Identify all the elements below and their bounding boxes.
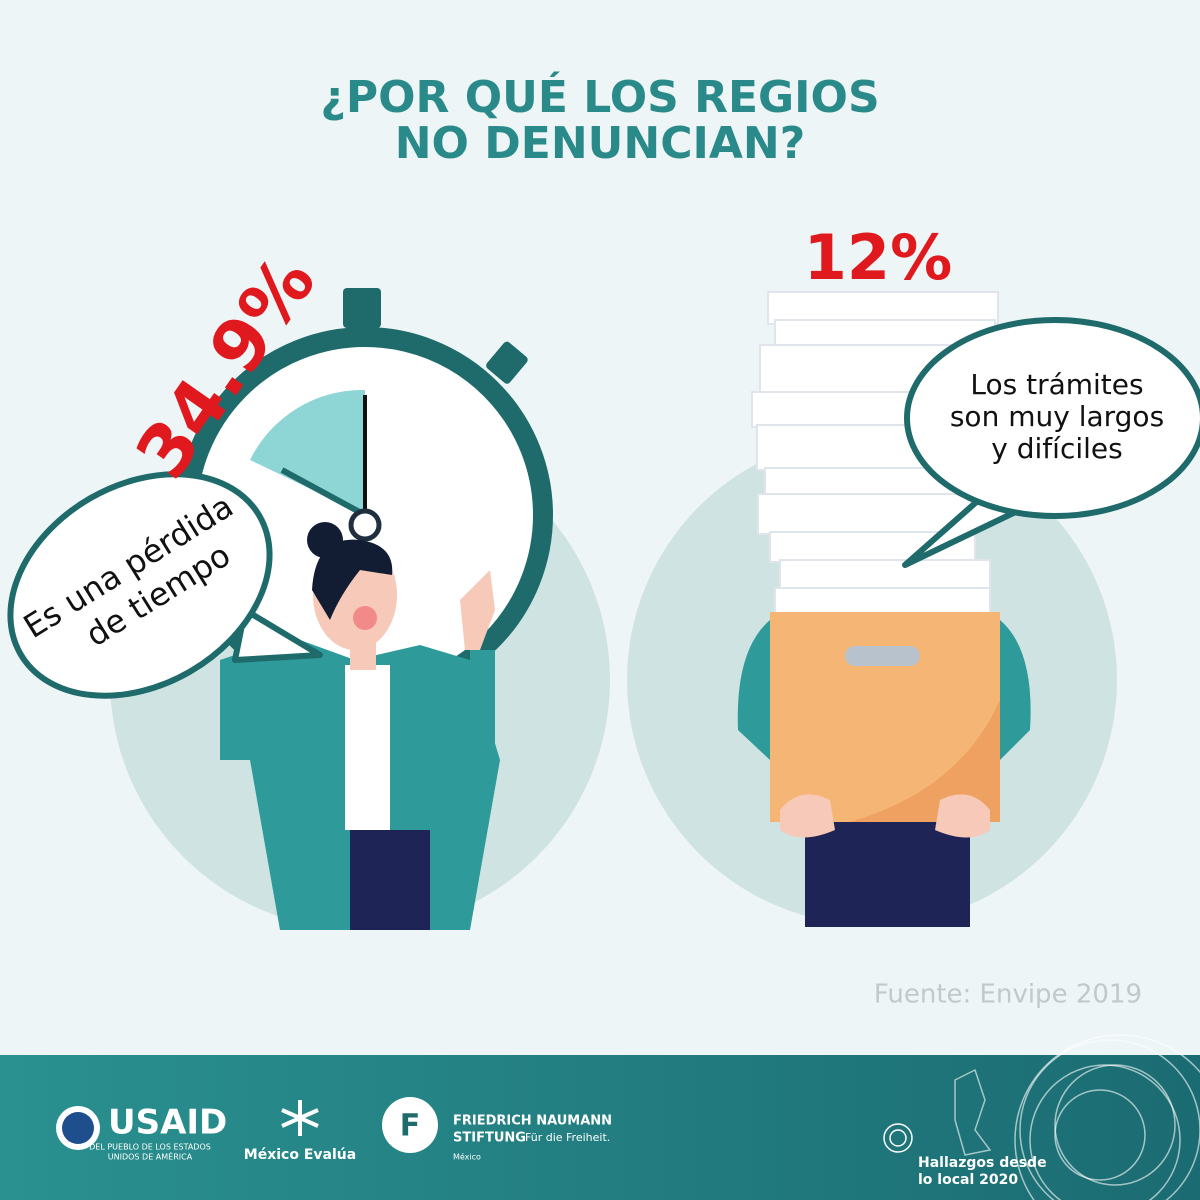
mexico-evalua-logo: México Evalúa — [244, 1100, 356, 1163]
hallazgos-logo — [883, 1034, 1200, 1200]
svg-text:F: F — [400, 1109, 421, 1144]
box-person — [737, 612, 1031, 927]
usaid-name: USAID — [108, 1103, 227, 1143]
hallazgos-line: lo local 2020 — [918, 1172, 1018, 1188]
title-line: NO DENUNCIAN? — [395, 118, 806, 169]
percent-right: 12% — [804, 221, 952, 294]
source: Fuente: Envipe 2019 — [874, 980, 1142, 1010]
mexico-evalua: México Evalúa — [244, 1147, 356, 1163]
bubble-text: y difíciles — [991, 432, 1122, 465]
naumann-line: STIFTUNG — [453, 1131, 526, 1146]
usaid-line: DEL PUEBLO DE LOS ESTADOS — [89, 1143, 211, 1152]
hallazgos-line: Hallazgos desde — [918, 1155, 1047, 1171]
bubble-text: son muy largos — [950, 400, 1164, 433]
usaid-logo: USAID DEL PUEBLO DE LOS ESTADOS UNIDOS D… — [56, 1103, 227, 1162]
naumann-tagline: Für die Freiheit. — [525, 1131, 610, 1144]
naumann-logo: F FRIEDRICH NAUMANN STIFTUNG Für die Fre… — [382, 1097, 612, 1162]
footer — [0, 1055, 1200, 1200]
naumann-country: México — [453, 1152, 481, 1162]
usaid-line: UNIDOS DE AMÉRICA — [108, 1151, 193, 1162]
naumann-line: FRIEDRICH NAUMANN — [453, 1114, 612, 1129]
title-line: ¿POR QUÉ LOS REGIOS — [320, 70, 879, 123]
woman — [220, 522, 500, 930]
bubble-right: Los trámites son muy largos y difíciles — [902, 317, 1200, 568]
title: ¿POR QUÉ LOS REGIOS NO DENUNCIAN? — [320, 70, 879, 169]
paper-stack — [751, 291, 999, 614]
bubble-text: Los trámites — [970, 368, 1143, 401]
